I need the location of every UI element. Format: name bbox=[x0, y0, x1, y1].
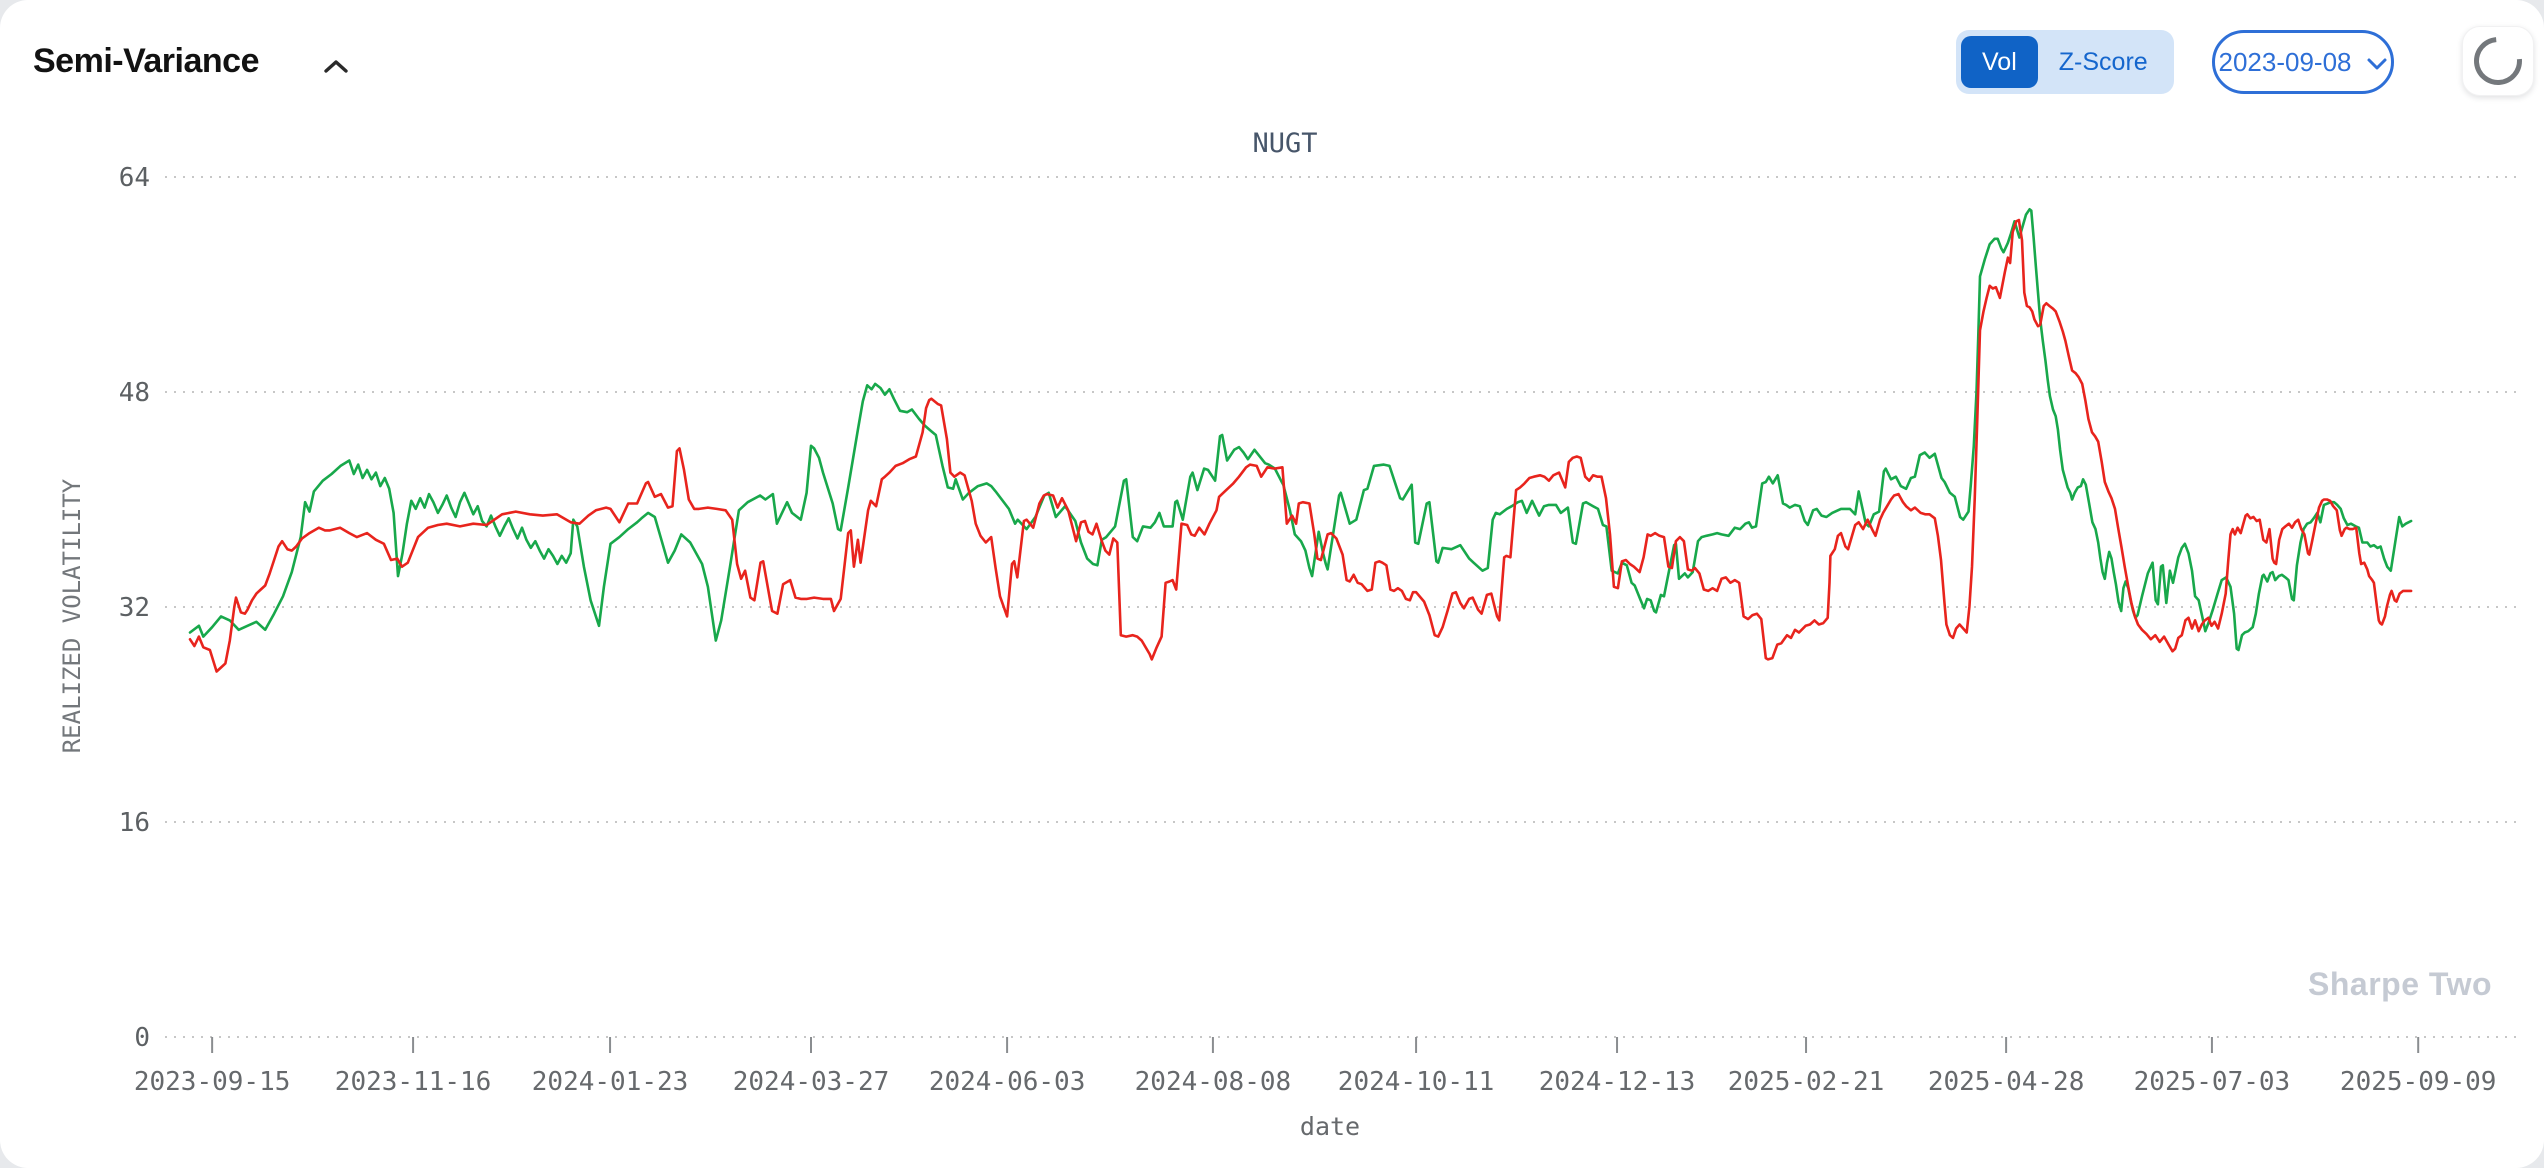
y-tick-label: 48 bbox=[119, 378, 150, 408]
x-tick-label: 2025-04-28 bbox=[1928, 1067, 2085, 1097]
x-tick-label: 2023-09-15 bbox=[134, 1067, 291, 1097]
loading-spinner-icon bbox=[2464, 27, 2532, 95]
x-tick-label: 2024-06-03 bbox=[929, 1067, 1086, 1097]
x-tick-label: 2025-09-09 bbox=[2340, 1067, 2497, 1097]
watermark: Sharpe Two bbox=[2308, 966, 2492, 1002]
x-tick-label: 2024-10-11 bbox=[1338, 1067, 1495, 1097]
refresh-button[interactable] bbox=[2462, 26, 2534, 96]
x-axis-title: date bbox=[1299, 1112, 1361, 1141]
y-tick-label: 16 bbox=[119, 808, 150, 838]
x-tick-label: 2025-02-21 bbox=[1728, 1067, 1885, 1097]
x-tick-label: 2024-08-08 bbox=[1135, 1067, 1292, 1097]
vol-button[interactable]: Vol bbox=[1961, 36, 2038, 88]
chevron-up-icon bbox=[321, 59, 351, 81]
x-tick-label: 2025-07-03 bbox=[2134, 1067, 2291, 1097]
zscore-button[interactable]: Z-Score bbox=[2038, 36, 2169, 88]
y-tick-label: 64 bbox=[119, 163, 150, 193]
chevron-down-icon bbox=[2366, 47, 2388, 78]
series-line-green bbox=[188, 208, 2413, 652]
vol-zscore-toggle: Vol Z-Score bbox=[1956, 30, 2174, 94]
y-tick-label: 0 bbox=[134, 1023, 150, 1053]
x-tick-label: 2023-11-16 bbox=[335, 1067, 492, 1097]
collapse-button[interactable] bbox=[318, 50, 354, 86]
chart-title: NUGT bbox=[1252, 128, 1318, 159]
series-line-red bbox=[188, 218, 2413, 673]
page-title: Semi-Variance bbox=[33, 42, 259, 80]
x-tick-label: 2024-03-27 bbox=[733, 1067, 890, 1097]
x-tick-label: 2024-12-13 bbox=[1539, 1067, 1696, 1097]
date-dropdown-value: 2023-09-08 bbox=[2218, 46, 2352, 77]
y-axis-title: REALIZED VOLATILITY bbox=[58, 478, 86, 754]
date-dropdown[interactable]: 2023-09-08 bbox=[2212, 30, 2394, 94]
y-tick-label: 32 bbox=[119, 593, 150, 623]
x-tick-label: 2024-01-23 bbox=[532, 1067, 689, 1097]
